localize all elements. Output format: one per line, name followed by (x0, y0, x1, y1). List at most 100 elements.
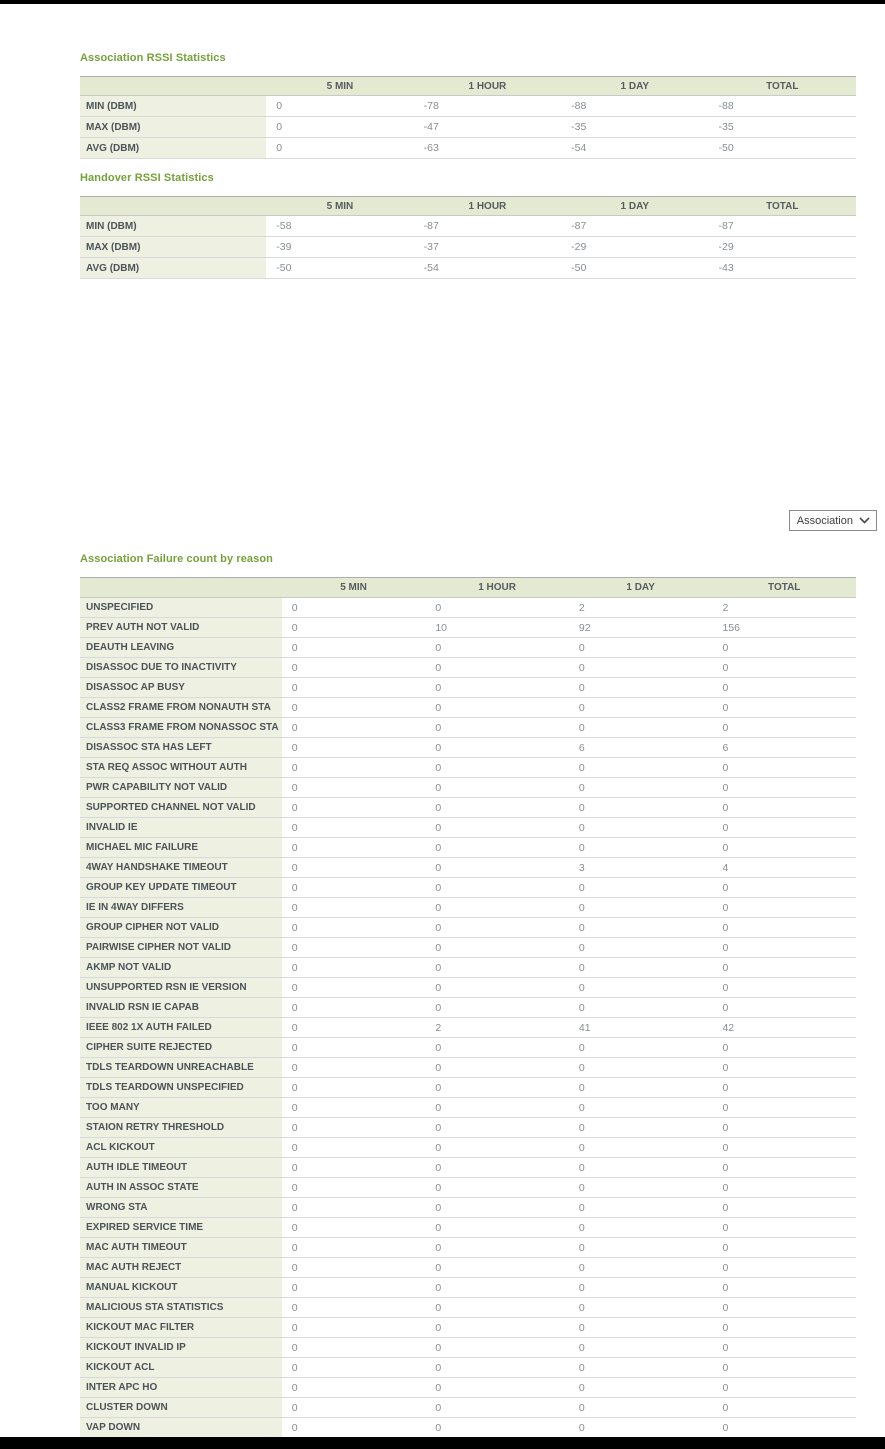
cell-value: 0 (578, 681, 585, 694)
row-label: VAP DOWN (80, 1417, 282, 1438)
row-label: GROUP CIPHER NOT VALID (80, 917, 282, 938)
cell-value: 0 (722, 1241, 729, 1254)
cell-value: 0 (722, 1361, 729, 1374)
table-row: TDLS TEARDOWN UNREACHABLE 0 0 0 0 (80, 1057, 856, 1078)
row-label: KICKOUT INVALID IP (80, 1337, 282, 1358)
table-row: MAC AUTH REJECT 0 0 0 0 (80, 1257, 856, 1278)
table-row: DEAUTH LEAVING 0 0 0 0 (80, 637, 856, 658)
cell-value: 0 (435, 861, 442, 874)
stats-category-select-value: Association (796, 514, 853, 527)
table-row: CIPHER SUITE REJECTED 0 0 0 0 (80, 1037, 856, 1058)
cell-value: 0 (435, 981, 442, 994)
table-row: INTER APC HO 0 0 0 0 (80, 1377, 856, 1398)
cell-value: 0 (435, 1421, 442, 1434)
row-label: 4WAY HANDSHAKE TIMEOUT (80, 857, 282, 878)
cell-value: 0 (291, 921, 298, 934)
row-label: AUTH IDLE TIMEOUT (80, 1157, 282, 1178)
row-label: DISASSOC STA HAS LEFT (80, 737, 282, 758)
cell-value: 0 (435, 901, 442, 914)
cell-value: 0 (578, 1181, 585, 1194)
cell-value: 0 (291, 781, 298, 794)
cell-value: 0 (722, 1281, 729, 1294)
col-header-5-min: 5 MIN (340, 582, 367, 593)
cell-value: -54 (423, 262, 439, 274)
table-row: CLASS2 FRAME FROM NONAUTH STA 0 0 0 0 (80, 697, 856, 718)
col-header-5-min: 5 MIN (326, 80, 354, 92)
cell-value: 0 (291, 1101, 298, 1114)
cell-value: 0 (578, 801, 585, 814)
table-row: TOO MANY 0 0 0 0 (80, 1097, 856, 1118)
cell-value: 0 (291, 1121, 298, 1134)
cell-value: 0 (578, 661, 585, 674)
cell-value: 0 (578, 721, 585, 734)
cell-value: 0 (578, 941, 585, 954)
table-row: IE IN 4WAY DIFFERS 0 0 0 0 (80, 897, 856, 918)
cell-value: 0 (435, 1261, 442, 1274)
cell-value: 0 (722, 1041, 729, 1054)
cell-value: 0 (722, 1341, 729, 1354)
cell-value: 0 (291, 1161, 298, 1174)
cell-value: 0 (578, 1321, 585, 1334)
row-label: CLUSTER DOWN (80, 1397, 282, 1418)
cell-value: -43 (718, 262, 734, 274)
cell-value: 0 (291, 761, 298, 774)
association-failure-section: Association Failure count by reason 5 MI… (80, 553, 856, 1438)
cell-value: 0 (291, 1341, 298, 1354)
cell-value: 0 (722, 941, 729, 954)
table-row: AUTH IDLE TIMEOUT 0 0 0 0 (80, 1157, 856, 1178)
table-row: AUTH IN ASSOC STATE 0 0 0 0 (80, 1177, 856, 1198)
cell-value: 0 (722, 1081, 729, 1094)
cell-value: 0 (722, 1161, 729, 1174)
cell-value: 0 (435, 841, 442, 854)
cell-value: 0 (578, 901, 585, 914)
cell-value: 0 (435, 821, 442, 834)
row-label: INVALID IE (80, 817, 282, 838)
cell-value: -88 (571, 100, 587, 112)
row-label: MANUAL KICKOUT (80, 1277, 282, 1298)
cell-value: -37 (423, 241, 439, 253)
cell-value: 0 (578, 1001, 585, 1014)
cell-value: 0 (722, 1221, 729, 1234)
row-label: UNSPECIFIED (80, 597, 282, 618)
table-row: GROUP KEY UPDATE TIMEOUT 0 0 0 0 (80, 877, 856, 898)
stats-category-select[interactable]: Association (788, 510, 877, 531)
cell-value: 0 (291, 741, 298, 754)
row-label: KICKOUT MAC FILTER (80, 1317, 282, 1338)
cell-value: 0 (291, 981, 298, 994)
cell-value: 0 (578, 821, 585, 834)
row-label: DEAUTH LEAVING (80, 637, 282, 658)
cell-value: 6 (578, 741, 585, 754)
cell-value: 0 (578, 1141, 585, 1154)
row-label: AKMP NOT VALID (80, 957, 282, 978)
cell-value: 0 (435, 641, 442, 654)
filter-row: Association (80, 510, 877, 531)
cell-value: 0 (435, 1321, 442, 1334)
cell-value: 0 (291, 1041, 298, 1054)
col-header-1-hour: 1 HOUR (468, 80, 507, 92)
cell-value: 0 (435, 961, 442, 974)
row-label: CLASS3 FRAME FROM NONASSOC STA (80, 717, 282, 738)
cell-value: -78 (423, 100, 439, 112)
col-header-1-hour: 1 HOUR (468, 200, 507, 212)
cell-value: 0 (291, 1201, 298, 1214)
cell-value: 0 (722, 901, 729, 914)
cell-value: 0 (291, 941, 298, 954)
cell-value: 0 (435, 1081, 442, 1094)
cell-value: -50 (276, 262, 292, 274)
table-row: MICHAEL MIC FAILURE 0 0 0 0 (80, 837, 856, 858)
row-label: PAIRWISE CIPHER NOT VALID (80, 937, 282, 958)
row-label: STAION RETRY THRESHOLD (80, 1117, 282, 1138)
cell-value: 0 (578, 841, 585, 854)
cell-value: 42 (722, 1021, 735, 1034)
table-row: CLASS3 FRAME FROM NONASSOC STA 0 0 0 0 (80, 717, 856, 738)
row-label: CIPHER SUITE REJECTED (80, 1037, 282, 1058)
col-header-1-hour: 1 HOUR (478, 582, 516, 593)
col-header-total: TOTAL (766, 80, 799, 92)
cell-value: -87 (718, 220, 734, 232)
cell-value: 0 (722, 761, 729, 774)
cell-value: 0 (578, 1421, 585, 1434)
cell-value: 0 (722, 1381, 729, 1394)
row-label: SUPPORTED CHANNEL NOT VALID (80, 797, 282, 818)
cell-value: 0 (722, 981, 729, 994)
table-row: WRONG STA 0 0 0 0 (80, 1197, 856, 1218)
